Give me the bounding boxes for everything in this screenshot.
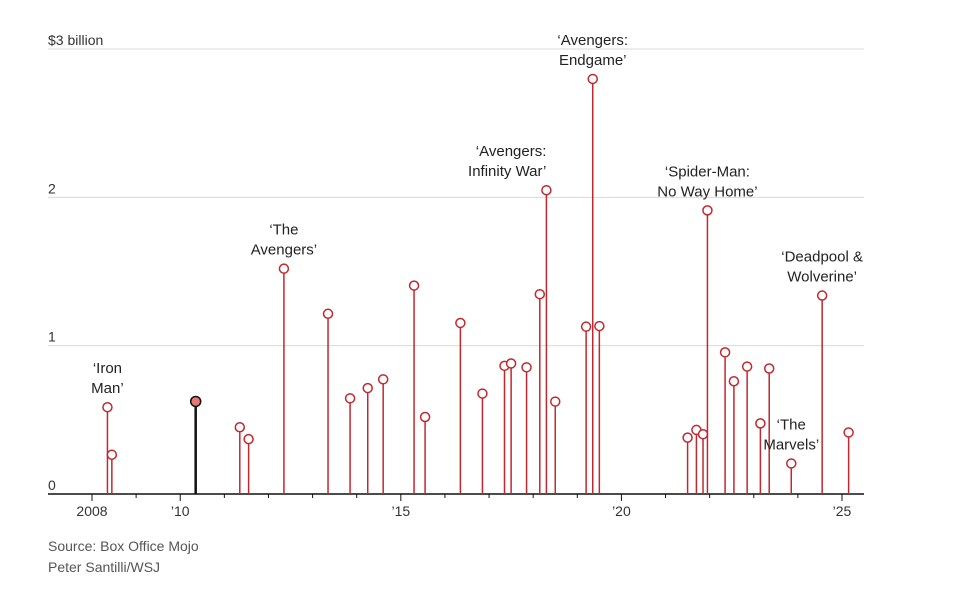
annotation-line: ‘The: [777, 416, 806, 433]
annotation-21: ‘Avengers: Endgame’: [557, 32, 628, 69]
point-19: [549, 396, 561, 407]
point-15: [505, 358, 517, 369]
point-33: [816, 290, 828, 301]
point-3: [234, 422, 246, 433]
point-17: [534, 288, 546, 300]
point-32: [786, 458, 797, 469]
data-series: [102, 73, 854, 494]
point-13: [477, 388, 488, 399]
point-22: [594, 320, 605, 332]
y-tick-label-2: 2: [48, 180, 56, 196]
annotation-line: Man’: [91, 380, 124, 397]
point-21: [587, 73, 598, 85]
point-16: [521, 362, 532, 373]
source-note: Source: Box Office Mojo: [48, 538, 199, 554]
credit-note: Peter Santilli/WSJ: [48, 559, 161, 575]
annotation-line: Infinity War’: [468, 163, 546, 180]
annotation-line: Marvels’: [763, 436, 819, 453]
annotation-line: Endgame’: [559, 52, 627, 69]
annotation-line: No Way Home’: [657, 183, 757, 200]
x-tick-label-3: ’20: [612, 503, 631, 519]
point-1: [106, 449, 118, 460]
annotation-26: ‘Spider-Man: No Way Home’: [657, 163, 757, 200]
point-30: [755, 418, 766, 429]
gridlines: [48, 48, 864, 347]
annotation-0: ‘Iron Man’: [91, 360, 124, 397]
annotation-5: ‘The Avengers’: [251, 222, 317, 259]
y-tick-label-3: $3 billion: [48, 32, 103, 48]
annotation-line: ‘The: [269, 222, 298, 239]
annotation-line: ‘Avengers:: [557, 32, 628, 49]
point-25: [697, 428, 709, 440]
x-axis: 2008 ’10 ’15 ’20 ’25: [48, 493, 864, 519]
x-tick-label-2: ’15: [391, 503, 410, 519]
annotation-line: ‘Iron: [93, 360, 122, 377]
point-8: [362, 382, 373, 394]
y-tick-label-1: 1: [48, 329, 56, 345]
point-6: [322, 308, 334, 320]
annotation-18: ‘Avengers: Infinity War’: [468, 143, 546, 180]
annotation-line: Avengers’: [251, 242, 317, 259]
x-tick-label-1: ’10: [171, 503, 190, 519]
point-29: [741, 361, 753, 372]
annotation-line: ‘Deadpool &: [781, 249, 863, 266]
annotation-33: ‘Deadpool & Wolverine’: [781, 249, 863, 286]
annotation-32: ‘The Marvels’: [763, 416, 819, 453]
y-axis-labels: 0 1 2 $3 billion: [48, 32, 103, 493]
point-26: [702, 205, 713, 216]
point-5: [278, 263, 290, 274]
point-4: [243, 433, 254, 445]
annotations: ‘Iron Man’ ‘The Avengers’ ‘Avengers: Infinity…: [91, 32, 863, 453]
point-20: [580, 321, 592, 332]
point-11: [419, 411, 431, 423]
point-2: [189, 395, 202, 408]
point-12: [455, 317, 466, 329]
x-tick-label-0: 2008: [76, 503, 107, 519]
annotation-line: ‘Avengers:: [476, 143, 547, 160]
point-31: [763, 363, 775, 374]
point-18: [541, 184, 552, 196]
point-34: [843, 427, 854, 438]
y-tick-label-0: 0: [48, 477, 56, 493]
annotation-line: ‘Spider-Man:: [665, 163, 750, 180]
point-0: [102, 401, 113, 413]
point-23: [682, 432, 693, 443]
annotation-line: Wolverine’: [787, 269, 857, 286]
point-10: [408, 280, 420, 291]
point-9: [377, 374, 389, 385]
point-28: [728, 376, 740, 387]
point-27: [719, 347, 731, 358]
x-tick-label-4: ’25: [833, 503, 852, 519]
point-7: [344, 393, 356, 404]
